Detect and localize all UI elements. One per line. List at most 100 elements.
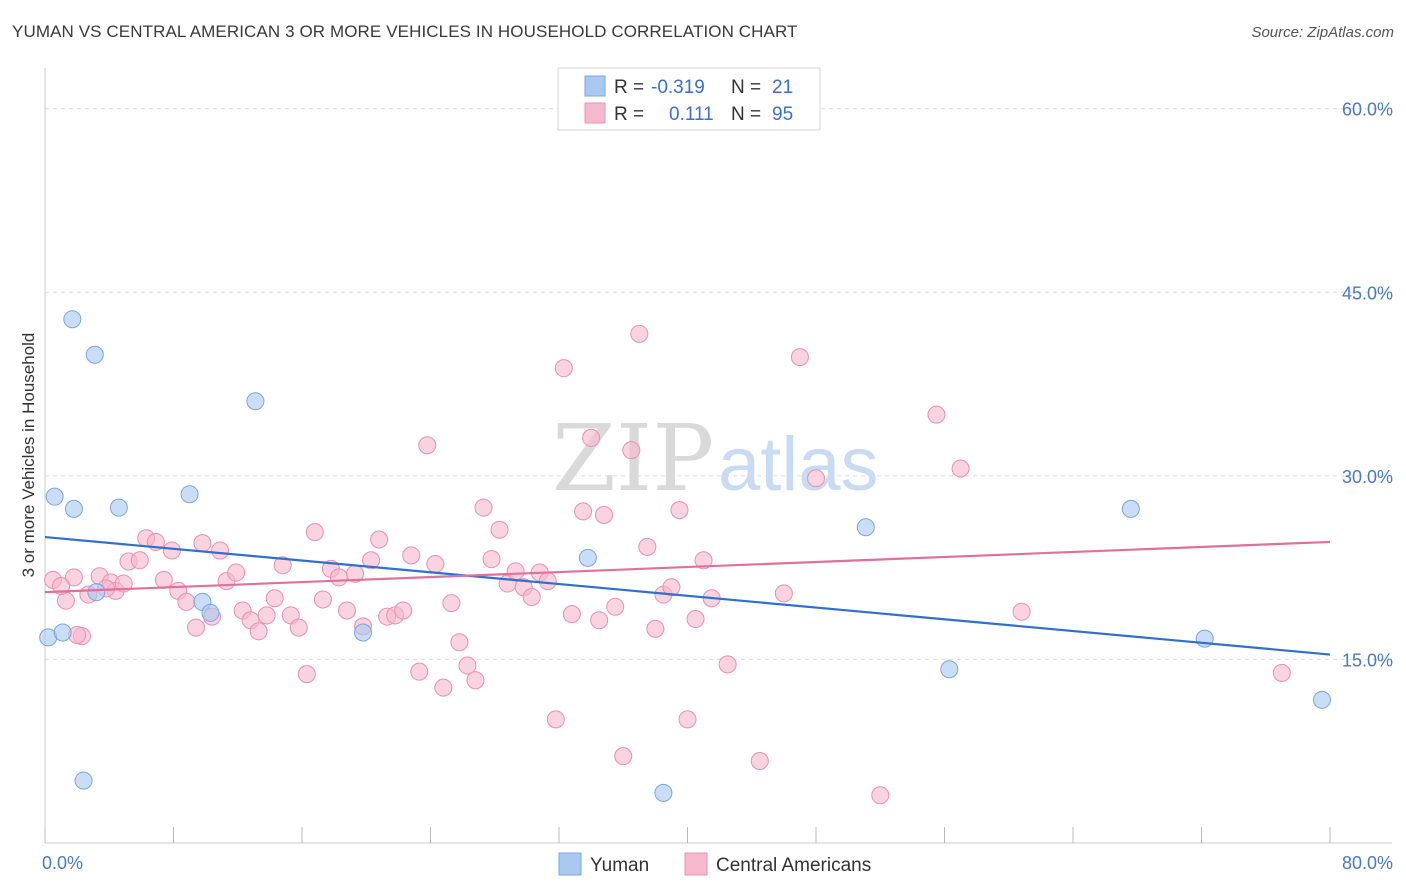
y-tick-label: 15.0% <box>1342 650 1393 670</box>
data-point <box>211 541 230 560</box>
data-point <box>434 678 453 697</box>
bottom-legend: Yuman Central Americans <box>558 852 871 876</box>
data-point <box>614 747 633 766</box>
data-point <box>606 597 625 616</box>
data-point <box>1272 663 1291 682</box>
data-point <box>638 537 657 556</box>
data-point <box>774 584 793 603</box>
data-point <box>426 554 445 573</box>
data-point <box>246 392 265 411</box>
data-point <box>1012 602 1031 621</box>
data-point <box>654 783 673 802</box>
data-point <box>109 498 128 517</box>
source-credit: Source: ZipAtlas.com <box>1251 24 1394 41</box>
data-point <box>482 550 501 569</box>
axes <box>44 68 1392 844</box>
data-point <box>362 551 381 570</box>
y-axis-label: 3 or more Vehicles in Household <box>19 333 38 578</box>
data-point <box>578 548 597 567</box>
trend-line <box>44 535 1331 656</box>
data-point <box>662 578 681 597</box>
data-point <box>273 556 292 575</box>
data-point <box>490 520 509 539</box>
data-point <box>522 588 541 607</box>
legend-r-value: -0.319 <box>651 77 705 98</box>
data-point <box>227 563 246 582</box>
data-point <box>554 359 573 378</box>
data-point <box>458 656 477 675</box>
data-point <box>53 623 72 642</box>
legend-n-label: N = <box>731 104 761 125</box>
data-point <box>87 583 106 602</box>
gridlines <box>45 108 1392 660</box>
data-point <box>574 502 593 521</box>
data-point <box>466 671 485 690</box>
data-point <box>442 594 461 613</box>
data-point <box>450 633 469 652</box>
data-point <box>305 523 324 542</box>
legend-swatch-yuman <box>584 75 606 97</box>
data-point <box>871 786 890 805</box>
data-point <box>45 487 64 506</box>
data-point <box>162 541 181 560</box>
data-point <box>546 710 565 729</box>
trend-lines <box>44 535 1331 656</box>
data-point <box>193 534 212 553</box>
data-point <box>64 499 83 518</box>
x-tick-label: 80.0% <box>1342 853 1393 873</box>
tick-labels: 15.0% 30.0% 45.0% 60.0% 0.0% 80.0% <box>42 100 1393 873</box>
data-point <box>790 348 809 367</box>
data-point <box>694 551 713 570</box>
data-point <box>807 469 825 488</box>
data-point <box>394 601 413 620</box>
data-point <box>646 619 665 638</box>
data-point <box>154 570 173 589</box>
y-tick-label: 30.0% <box>1342 467 1393 487</box>
data-point <box>670 501 689 520</box>
data-point <box>1312 690 1331 709</box>
data-point <box>410 662 429 681</box>
data-point <box>370 530 389 549</box>
data-point <box>590 611 609 630</box>
bottom-legend-label-central-americans: Central Americans <box>716 855 871 876</box>
data-point <box>538 572 557 591</box>
bottom-legend-swatch-yuman <box>558 852 582 876</box>
data-point <box>750 752 769 771</box>
data-point <box>630 324 649 343</box>
legend-n-label: N = <box>731 77 761 98</box>
data-point <box>474 498 493 517</box>
data-point <box>186 618 205 637</box>
trend-line <box>44 540 1331 594</box>
data-point <box>1121 499 1140 518</box>
data-point <box>940 660 959 679</box>
legend-r-label: R = <box>614 77 644 98</box>
x-tick-label: 0.0% <box>42 853 83 873</box>
legend-n-value: 95 <box>772 104 793 125</box>
data-point <box>354 623 373 642</box>
y-tick-label: 45.0% <box>1342 283 1393 303</box>
data-point <box>678 710 697 729</box>
data-point <box>85 345 104 364</box>
data-point <box>201 603 220 622</box>
data-point <box>594 506 613 525</box>
data-point <box>180 485 199 504</box>
data-point <box>329 568 348 587</box>
data-point <box>63 310 82 329</box>
bottom-legend-label-yuman: Yuman <box>590 855 649 876</box>
chart-title: YUMAN VS CENTRAL AMERICAN 3 OR MORE VEHI… <box>12 22 798 41</box>
data-point <box>249 622 268 641</box>
watermark-atlas: atlas <box>718 422 879 507</box>
data-point <box>622 441 641 460</box>
data-point <box>74 771 93 790</box>
data-point <box>257 606 276 625</box>
y-tick-label: 60.0% <box>1342 100 1393 120</box>
legend-n-value: 21 <box>772 77 793 98</box>
data-point <box>402 546 421 565</box>
data-point <box>562 605 581 624</box>
data-point <box>718 655 737 674</box>
data-point <box>582 428 601 447</box>
data-point <box>265 589 284 608</box>
legend-r-value: 0.111 <box>669 104 714 125</box>
data-point <box>927 405 946 424</box>
